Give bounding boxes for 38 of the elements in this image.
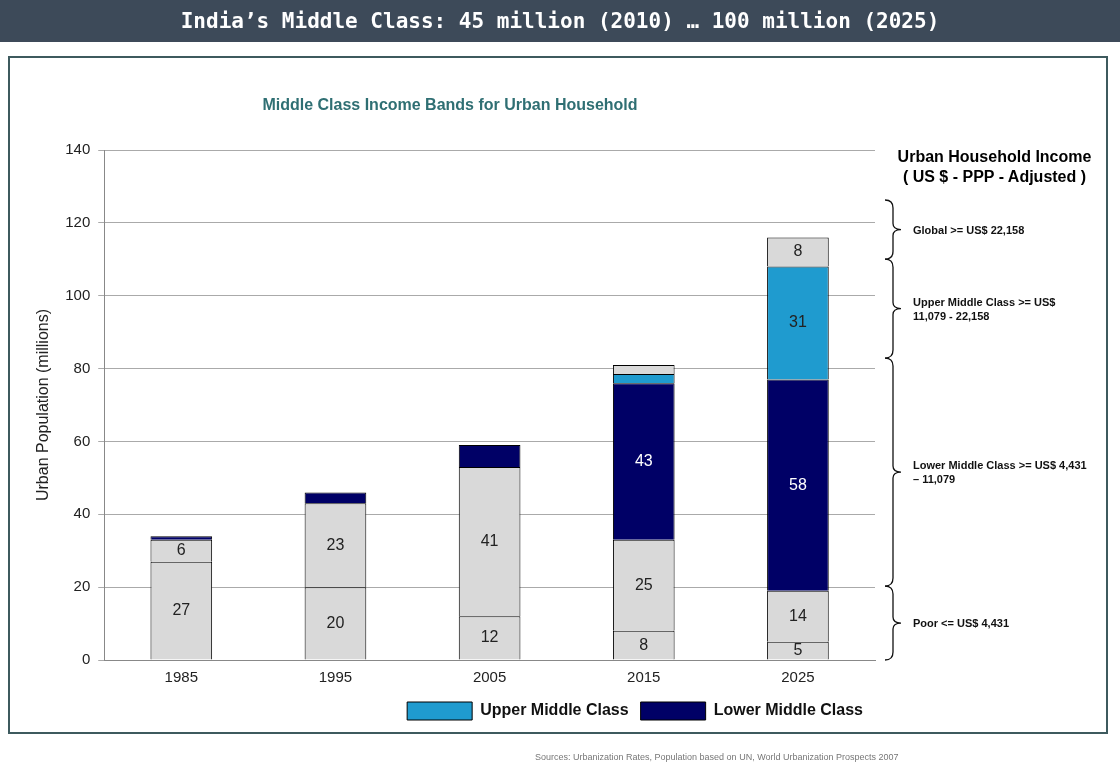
y-axis-title: Urban Population (millions) (34, 308, 52, 502)
text: Lower Middle Class >= US$ 4,431 – 11,079 (913, 458, 1088, 487)
y-tick-label: 60 (73, 431, 91, 449)
y-tick-label: 100 (65, 285, 91, 303)
text: Poor <= US$ 4,431 (913, 616, 1010, 631)
data-label: 23 (326, 535, 345, 553)
y-tick-label: 0 (81, 650, 91, 668)
data-label: 41 (480, 532, 499, 550)
data-label: 8 (793, 242, 803, 260)
data-label: 5 (793, 641, 803, 659)
source-note: Sources: Urbanization Rates, Population based on UN, World Urbanization Prospects 2007 (535, 752, 899, 762)
data-label: 8 (639, 635, 649, 653)
x-tick-label: 1985 (164, 668, 198, 686)
chart-subtitle: Middle Class Income Bands for Urban Household (261, 96, 639, 114)
x-tick-label: 2015 (627, 668, 661, 686)
x-tick-label: 1995 (318, 668, 353, 686)
data-label: 14 (789, 606, 807, 624)
y-tick-label: 40 (73, 504, 91, 522)
y-tick-label: 80 (73, 358, 91, 376)
text: Global >= US$ 22,158 (913, 222, 1026, 237)
x-tick-label: 2025 (781, 668, 815, 686)
legend-label: Upper Middle Class (480, 701, 629, 719)
data-label: 20 (326, 613, 345, 631)
legend-label: Lower Middle Class (713, 701, 864, 719)
y-tick-label: 20 (73, 577, 91, 595)
chart-title: India’s Middle Class: 45 million (2010) … 100 million (2025) (0, 0, 1120, 42)
x-tick-label: 2005 (472, 668, 507, 686)
data-label: 12 (480, 628, 499, 646)
data-label: 25 (634, 575, 653, 593)
text: Upper Middle Class >= US$ 11,079 - 22,158 (913, 294, 1057, 323)
data-label: 27 (172, 600, 191, 618)
data-label: 43 (634, 451, 653, 469)
text: Urban Household Income ( US $ - PPP - Adjusted ) (896, 147, 1093, 187)
data-label: 58 (789, 475, 807, 493)
y-tick-label: 140 (65, 140, 91, 158)
y-tick-label: 120 (65, 213, 91, 230)
data-label: 31 (789, 313, 807, 331)
data-label: 6 (176, 541, 186, 559)
